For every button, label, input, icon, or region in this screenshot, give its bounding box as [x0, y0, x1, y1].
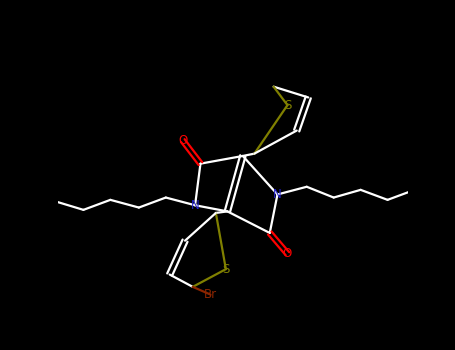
Text: S: S: [284, 99, 291, 112]
Text: O: O: [178, 134, 187, 147]
Text: N: N: [191, 199, 199, 212]
Text: Br: Br: [204, 288, 217, 301]
Text: O: O: [283, 247, 292, 260]
Text: S: S: [222, 262, 230, 276]
Text: N: N: [273, 188, 282, 201]
